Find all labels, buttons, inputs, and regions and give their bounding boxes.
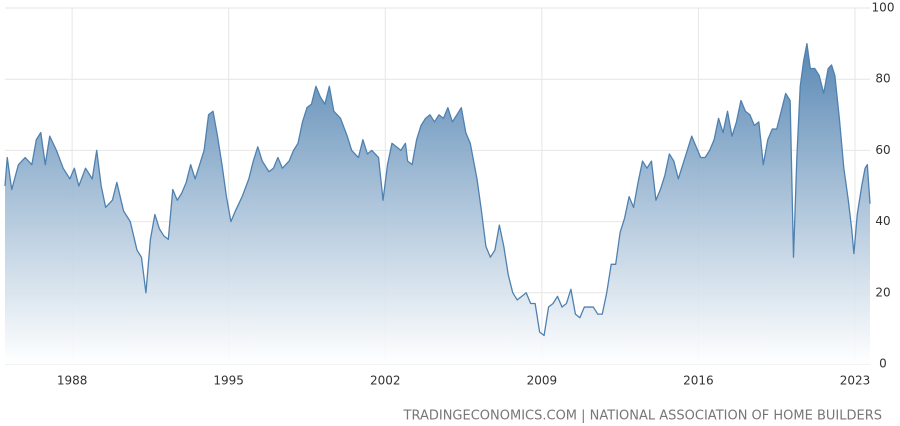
y-tick-label: 40 [875, 214, 890, 228]
x-tick-label: 2009 [527, 374, 558, 388]
x-tick-label: 2002 [370, 374, 401, 388]
source-note: TRADINGECONOMICS.COM | NATIONAL ASSOCIAT… [403, 409, 882, 424]
y-tick-label: 100 [872, 1, 895, 15]
x-tick-label: 2023 [840, 374, 871, 388]
y-tick-label: 80 [875, 72, 890, 86]
x-tick-label: 2016 [683, 374, 714, 388]
area-fill [5, 43, 870, 364]
series-line [4, 42, 871, 337]
y-tick-label: 20 [875, 285, 890, 299]
y-tick-label: 0 [879, 357, 887, 371]
x-tick-label: 1995 [213, 374, 244, 388]
y-tick-label: 60 [875, 143, 890, 157]
x-tick-label: 1988 [57, 374, 88, 388]
